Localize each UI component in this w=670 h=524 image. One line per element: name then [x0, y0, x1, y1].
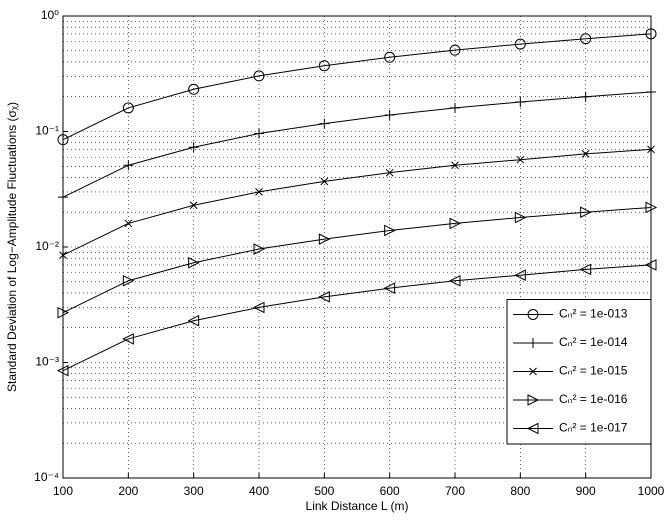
- marker: [56, 364, 69, 377]
- series-line: [62, 264, 652, 372]
- legend-label: Cₙ² = 1e-016: [559, 392, 628, 406]
- marker: [188, 83, 200, 95]
- marker: [644, 259, 657, 271]
- marker: [449, 44, 461, 56]
- marker: [188, 142, 199, 153]
- marker: [580, 33, 592, 45]
- y-tick-label: 10⁰: [41, 8, 59, 22]
- series-line: [62, 206, 652, 314]
- marker: [124, 219, 133, 228]
- marker: [580, 206, 592, 219]
- marker: [254, 128, 264, 139]
- marker: [516, 155, 525, 164]
- legend-label: Cₙ² = 1e-014: [559, 335, 628, 349]
- y-tick-label: 10⁻³: [35, 355, 59, 369]
- legend-label: Cₙ² = 1e-013: [559, 307, 628, 321]
- y-axis-label: Standard Deviation of Log−Amplitude Fluc…: [5, 102, 19, 392]
- marker: [647, 145, 655, 154]
- marker: [318, 291, 330, 303]
- marker: [528, 338, 538, 348]
- plot-frame: [62, 15, 652, 479]
- marker: [320, 177, 329, 186]
- marker: [188, 256, 200, 269]
- marker: [383, 282, 396, 294]
- marker: [579, 263, 592, 276]
- x-tick-label: 900: [576, 484, 596, 498]
- y-tick-label: 10⁻¹: [35, 124, 59, 138]
- marker: [253, 243, 266, 255]
- marker: [57, 134, 69, 146]
- marker: [318, 60, 330, 72]
- x-tick-label: 300: [184, 484, 204, 498]
- x-tick-label: 200: [118, 484, 138, 498]
- legend: Cₙ² = 1e-013 Cₙ² = 1e-014 Cₙ² = 1e-015 Cₙ² …: [506, 299, 652, 445]
- marker: [253, 70, 265, 82]
- marker: [318, 233, 331, 245]
- marker: [123, 160, 134, 171]
- marker: [319, 118, 330, 129]
- marker: [514, 38, 526, 50]
- marker: [515, 97, 526, 108]
- marker: [122, 333, 134, 345]
- series-line: [62, 33, 652, 141]
- x-tick-label: 800: [510, 484, 530, 498]
- marker: [448, 274, 461, 287]
- marker: [527, 394, 540, 406]
- marker: [384, 109, 395, 120]
- marker: [122, 274, 135, 287]
- marker: [59, 251, 67, 260]
- marker: [385, 168, 394, 177]
- marker: [529, 367, 537, 376]
- marker: [384, 51, 396, 63]
- x-tick-label: 500: [314, 484, 334, 498]
- series-line: [62, 148, 652, 256]
- marker: [384, 224, 396, 237]
- marker: [514, 211, 527, 224]
- marker: [58, 192, 68, 203]
- marker: [255, 188, 263, 196]
- marker: [645, 28, 657, 40]
- marker: [122, 102, 134, 114]
- marker: [526, 422, 539, 435]
- marker: [449, 217, 462, 230]
- legend-label: Cₙ² = 1e-017: [559, 421, 628, 435]
- marker: [527, 309, 539, 320]
- marker: [189, 201, 198, 210]
- y-tick-label: 10⁻⁴: [34, 470, 59, 484]
- x-tick-label: 600: [380, 484, 400, 498]
- marker: [451, 161, 459, 170]
- series-line: [62, 91, 652, 198]
- marker: [514, 269, 526, 282]
- marker: [57, 306, 70, 319]
- x-tick-label: 700: [445, 484, 465, 498]
- marker: [252, 301, 265, 314]
- x-tick-label: 100: [53, 484, 73, 498]
- marker: [187, 314, 200, 327]
- marker: [581, 150, 590, 158]
- x-tick-label: 400: [249, 484, 269, 498]
- y-tick-label: 10⁻²: [35, 239, 59, 253]
- marker: [580, 91, 591, 102]
- x-axis-label: Link Distance L (m): [306, 499, 409, 513]
- legend-label: Cₙ² = 1e-015: [559, 364, 628, 378]
- marker: [450, 102, 460, 113]
- x-tick-label: 1000: [638, 484, 665, 498]
- marker: [646, 86, 656, 97]
- marker: [645, 201, 658, 214]
